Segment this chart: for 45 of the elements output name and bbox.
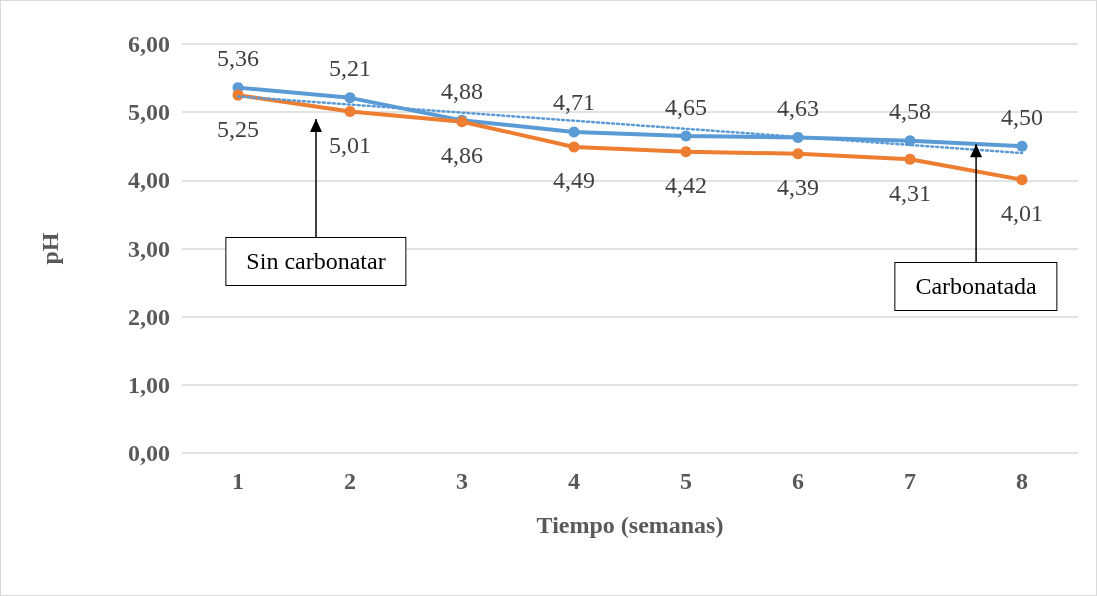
x-tick-label: 8: [1016, 468, 1028, 494]
x-tick-label: 2: [344, 468, 356, 494]
y-axis-title: pH: [37, 232, 63, 265]
x-tick-label: 3: [456, 468, 468, 494]
data-label: 4,86: [441, 142, 483, 169]
point: [1016, 140, 1028, 152]
data-label: 5,21: [329, 55, 371, 82]
x-tick-label: 5: [680, 468, 692, 494]
x-tick-label: 1: [232, 468, 244, 494]
data-label: 4,88: [441, 77, 483, 104]
data-label: 4,71: [553, 89, 595, 116]
y-tick-label: 2,00: [128, 303, 170, 330]
data-label: 4,31: [889, 179, 931, 206]
x-tick-label: 7: [904, 468, 916, 494]
data-label: 4,49: [553, 167, 595, 194]
y-tick-label: 1,00: [128, 371, 170, 398]
x-tick-label: 6: [792, 468, 804, 494]
point: [1016, 174, 1028, 186]
y-tick-label: 6,00: [128, 31, 170, 57]
data-label: 4,63: [777, 94, 819, 121]
data-label: 4,50: [1001, 103, 1043, 130]
point: [792, 148, 804, 160]
y-tick-label: 3,00: [128, 235, 170, 262]
point: [568, 141, 580, 153]
annotation: Carbonatada: [894, 262, 1058, 312]
data-label: 4,42: [665, 172, 707, 199]
data-label: 4,58: [889, 98, 931, 125]
data-label: 4,01: [1001, 200, 1043, 227]
point: [680, 146, 692, 158]
point: [344, 92, 356, 104]
point: [568, 126, 580, 138]
point: [680, 130, 692, 142]
data-label: 4,39: [777, 174, 819, 201]
x-tick-label: 4: [568, 468, 580, 494]
y-tick-label: 4,00: [128, 167, 170, 194]
y-tick-label: 0,00: [128, 440, 170, 466]
point: [344, 105, 356, 117]
x-axis-title: Tiempo (semanas): [536, 512, 724, 538]
annotation: Sin carbonatar: [225, 237, 407, 286]
point: [904, 153, 916, 165]
data-label: 5,36: [217, 45, 259, 72]
y-tick-label: 5,00: [128, 99, 170, 126]
data-label: 5,25: [217, 115, 259, 142]
data-label: 4,65: [665, 93, 707, 120]
data-label: 5,01: [329, 131, 371, 158]
